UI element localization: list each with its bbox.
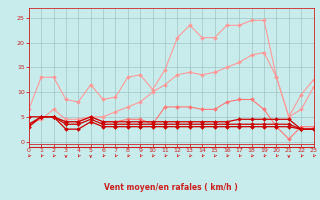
Text: Vent moyen/en rafales ( km/h ): Vent moyen/en rafales ( km/h ) bbox=[104, 183, 238, 192]
